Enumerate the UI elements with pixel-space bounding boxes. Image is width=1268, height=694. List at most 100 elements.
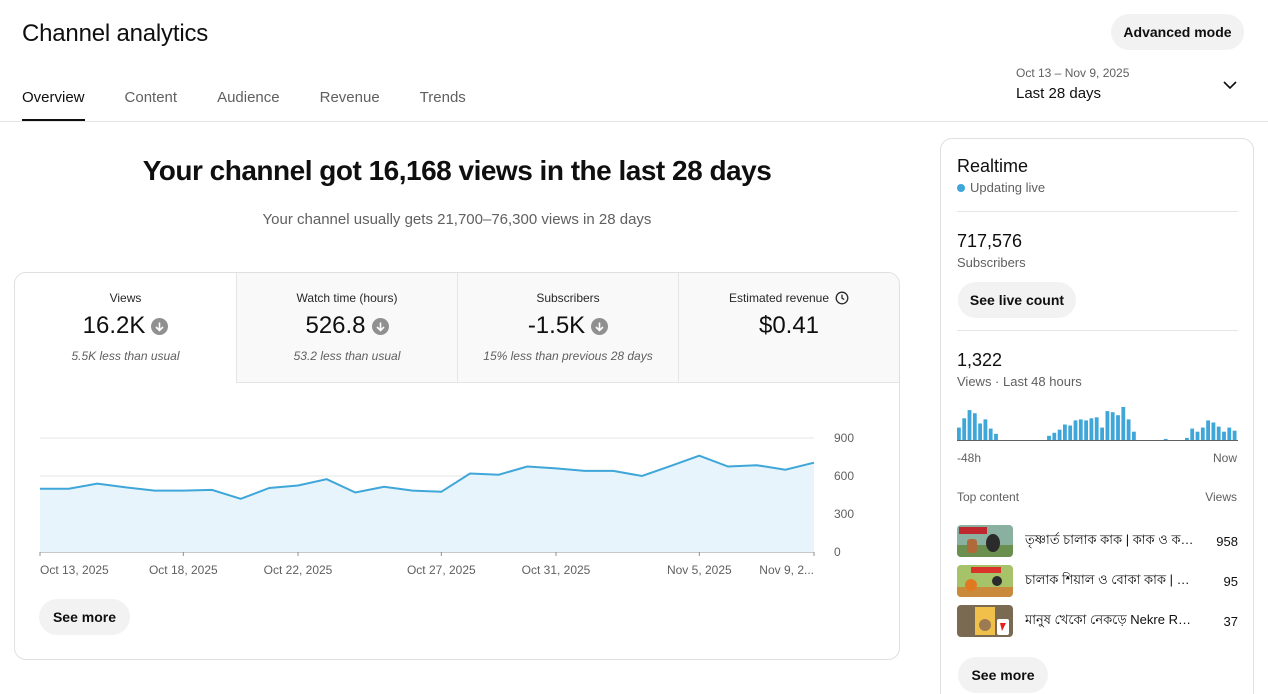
realtime-bar — [1227, 427, 1232, 441]
top-content-item[interactable]: মানুষ খেকো নেকড়ে Nekre Rupkothar Golpo … — [957, 605, 1238, 637]
chevron-down-icon[interactable] — [1222, 77, 1238, 93]
metric-note: 15% less than previous 28 days — [483, 349, 653, 363]
views-typical-range: Your channel usually gets 21,700–76,300 … — [262, 211, 652, 228]
top-content-views: 958 — [1216, 533, 1238, 549]
realtime-bar — [957, 427, 961, 441]
metric-watch-time[interactable]: Watch time (hours) 526.8 53.2 less than … — [236, 273, 457, 383]
realtime-bar — [1105, 411, 1110, 441]
overview-card: Views 16.2K 5.5K less than usual Watch t… — [14, 272, 900, 660]
tab-audience[interactable]: Audience — [217, 89, 280, 106]
realtime-bar — [1047, 435, 1051, 441]
y-tick-label: 600 — [834, 469, 854, 483]
realtime-bar — [1057, 429, 1062, 441]
realtime-axis-start: -48h — [957, 451, 982, 465]
realtime-bar — [1084, 420, 1088, 441]
top-content-label: Top content — [957, 490, 1020, 504]
x-tick-label: Nov 5, 2025 — [667, 563, 732, 577]
metric-value: -1.5K — [527, 312, 586, 339]
metric-views[interactable]: Views 16.2K 5.5K less than usual — [15, 273, 236, 383]
realtime-bar — [1110, 412, 1115, 441]
realtime-bar — [1052, 432, 1057, 441]
video-thumbnail — [957, 565, 1013, 597]
divider — [957, 330, 1238, 331]
top-content-views-label: Views — [1205, 490, 1237, 504]
y-tick-label: 300 — [834, 507, 854, 521]
realtime-bar — [962, 418, 967, 441]
realtime-bar — [1121, 407, 1126, 441]
metric-value: $0.41 — [758, 312, 820, 339]
video-thumbnail — [957, 605, 1013, 637]
realtime-bar — [1126, 419, 1131, 441]
top-content-views: 95 — [1223, 573, 1238, 589]
see-more-button[interactable]: See more — [958, 657, 1048, 693]
realtime-views-bar-chart — [957, 407, 1238, 441]
realtime-bar — [1073, 420, 1078, 441]
tab-trends[interactable]: Trends — [419, 89, 466, 106]
top-content-views: 37 — [1223, 613, 1238, 629]
metric-label: Watch time (hours) — [296, 291, 398, 305]
clock-icon — [835, 291, 849, 305]
x-tick-label: Nov 9, 2... — [759, 563, 814, 577]
page-title: Channel analytics — [22, 20, 209, 47]
y-tick-label: 0 — [834, 545, 841, 559]
metric-estimated-revenue[interactable]: Estimated revenue $0.41 — [678, 273, 899, 383]
x-tick-label: Oct 31, 2025 — [522, 563, 591, 577]
realtime-views-value: 1,322 — [957, 350, 1003, 370]
realtime-bar — [1185, 437, 1189, 441]
arrow-down-icon — [371, 317, 389, 335]
realtime-bar — [1068, 425, 1073, 441]
advanced-mode-button[interactable]: Advanced mode — [1111, 14, 1244, 50]
realtime-bar — [1222, 431, 1226, 441]
realtime-title: Realtime — [957, 156, 1029, 176]
y-tick-label: 900 — [834, 431, 854, 445]
video-thumbnail — [957, 525, 1013, 557]
x-tick-label: Oct 27, 2025 — [407, 563, 476, 577]
views-series-line — [40, 454, 815, 500]
realtime-bar — [1206, 420, 1210, 441]
metric-tabs: Views 16.2K 5.5K less than usual Watch t… — [15, 273, 899, 383]
realtime-bar — [988, 428, 993, 441]
header-divider — [0, 121, 1268, 122]
realtime-bar — [1078, 419, 1083, 441]
metric-subscribers[interactable]: Subscribers -1.5K 15% less than previous… — [457, 273, 678, 383]
tab-content[interactable]: Content — [124, 89, 178, 106]
realtime-bar — [967, 410, 972, 441]
top-content-item[interactable]: চালাক শিয়াল ও বোকা কাক | Bangla Cartoon… — [957, 565, 1238, 597]
realtime-bar — [1211, 422, 1216, 441]
realtime-bar — [1190, 428, 1195, 441]
date-range-label: Last 28 days — [1016, 85, 1102, 102]
views-line-chart: 900 600 300 0 Oct 13, 2025 Oct 18, 2025 Oct 22… — [39, 431, 854, 577]
realtime-bar — [1232, 430, 1237, 441]
realtime-bar — [1132, 431, 1136, 441]
realtime-bar — [1216, 426, 1221, 441]
realtime-bar — [983, 419, 988, 441]
divider — [957, 211, 1238, 212]
realtime-bar — [994, 433, 998, 441]
chart-area-fill — [40, 455, 814, 552]
metric-note: 5.5K less than usual — [71, 349, 180, 363]
realtime-bar — [1200, 427, 1205, 441]
x-tick-label: Oct 13, 2025 — [40, 563, 109, 577]
metric-value: 526.8 — [305, 312, 366, 339]
see-more-button[interactable]: See more — [39, 599, 130, 635]
realtime-bar — [1100, 427, 1104, 441]
realtime-bar — [1063, 424, 1067, 441]
realtime-bar — [1116, 415, 1120, 441]
realtime-bar — [1094, 417, 1099, 441]
realtime-bar — [1089, 418, 1094, 441]
date-range-picker[interactable]: Oct 13 – Nov 9, 2025 Last 28 days — [1016, 66, 1129, 102]
tab-revenue[interactable]: Revenue — [319, 89, 380, 106]
top-content-item[interactable]: তৃষ্ণার্ত চালাক কাক | কাক ও কলসী 958 — [957, 525, 1238, 557]
metric-label: Subscribers — [536, 291, 600, 305]
realtime-bar — [1195, 431, 1200, 441]
live-dot-icon — [957, 183, 965, 192]
date-range-dates: Oct 13 – Nov 9, 2025 — [1016, 66, 1130, 80]
metric-label: Estimated revenue — [728, 291, 830, 305]
tab-bar: Overview Content Audience Revenue Trends — [22, 80, 506, 122]
realtime-bar — [978, 423, 982, 441]
tab-overview[interactable]: Overview — [22, 80, 85, 121]
metric-label: Views — [109, 291, 142, 305]
live-status-text: Updating live — [970, 180, 1046, 195]
arrow-down-icon — [591, 317, 609, 335]
see-live-count-button[interactable]: See live count — [958, 282, 1076, 318]
